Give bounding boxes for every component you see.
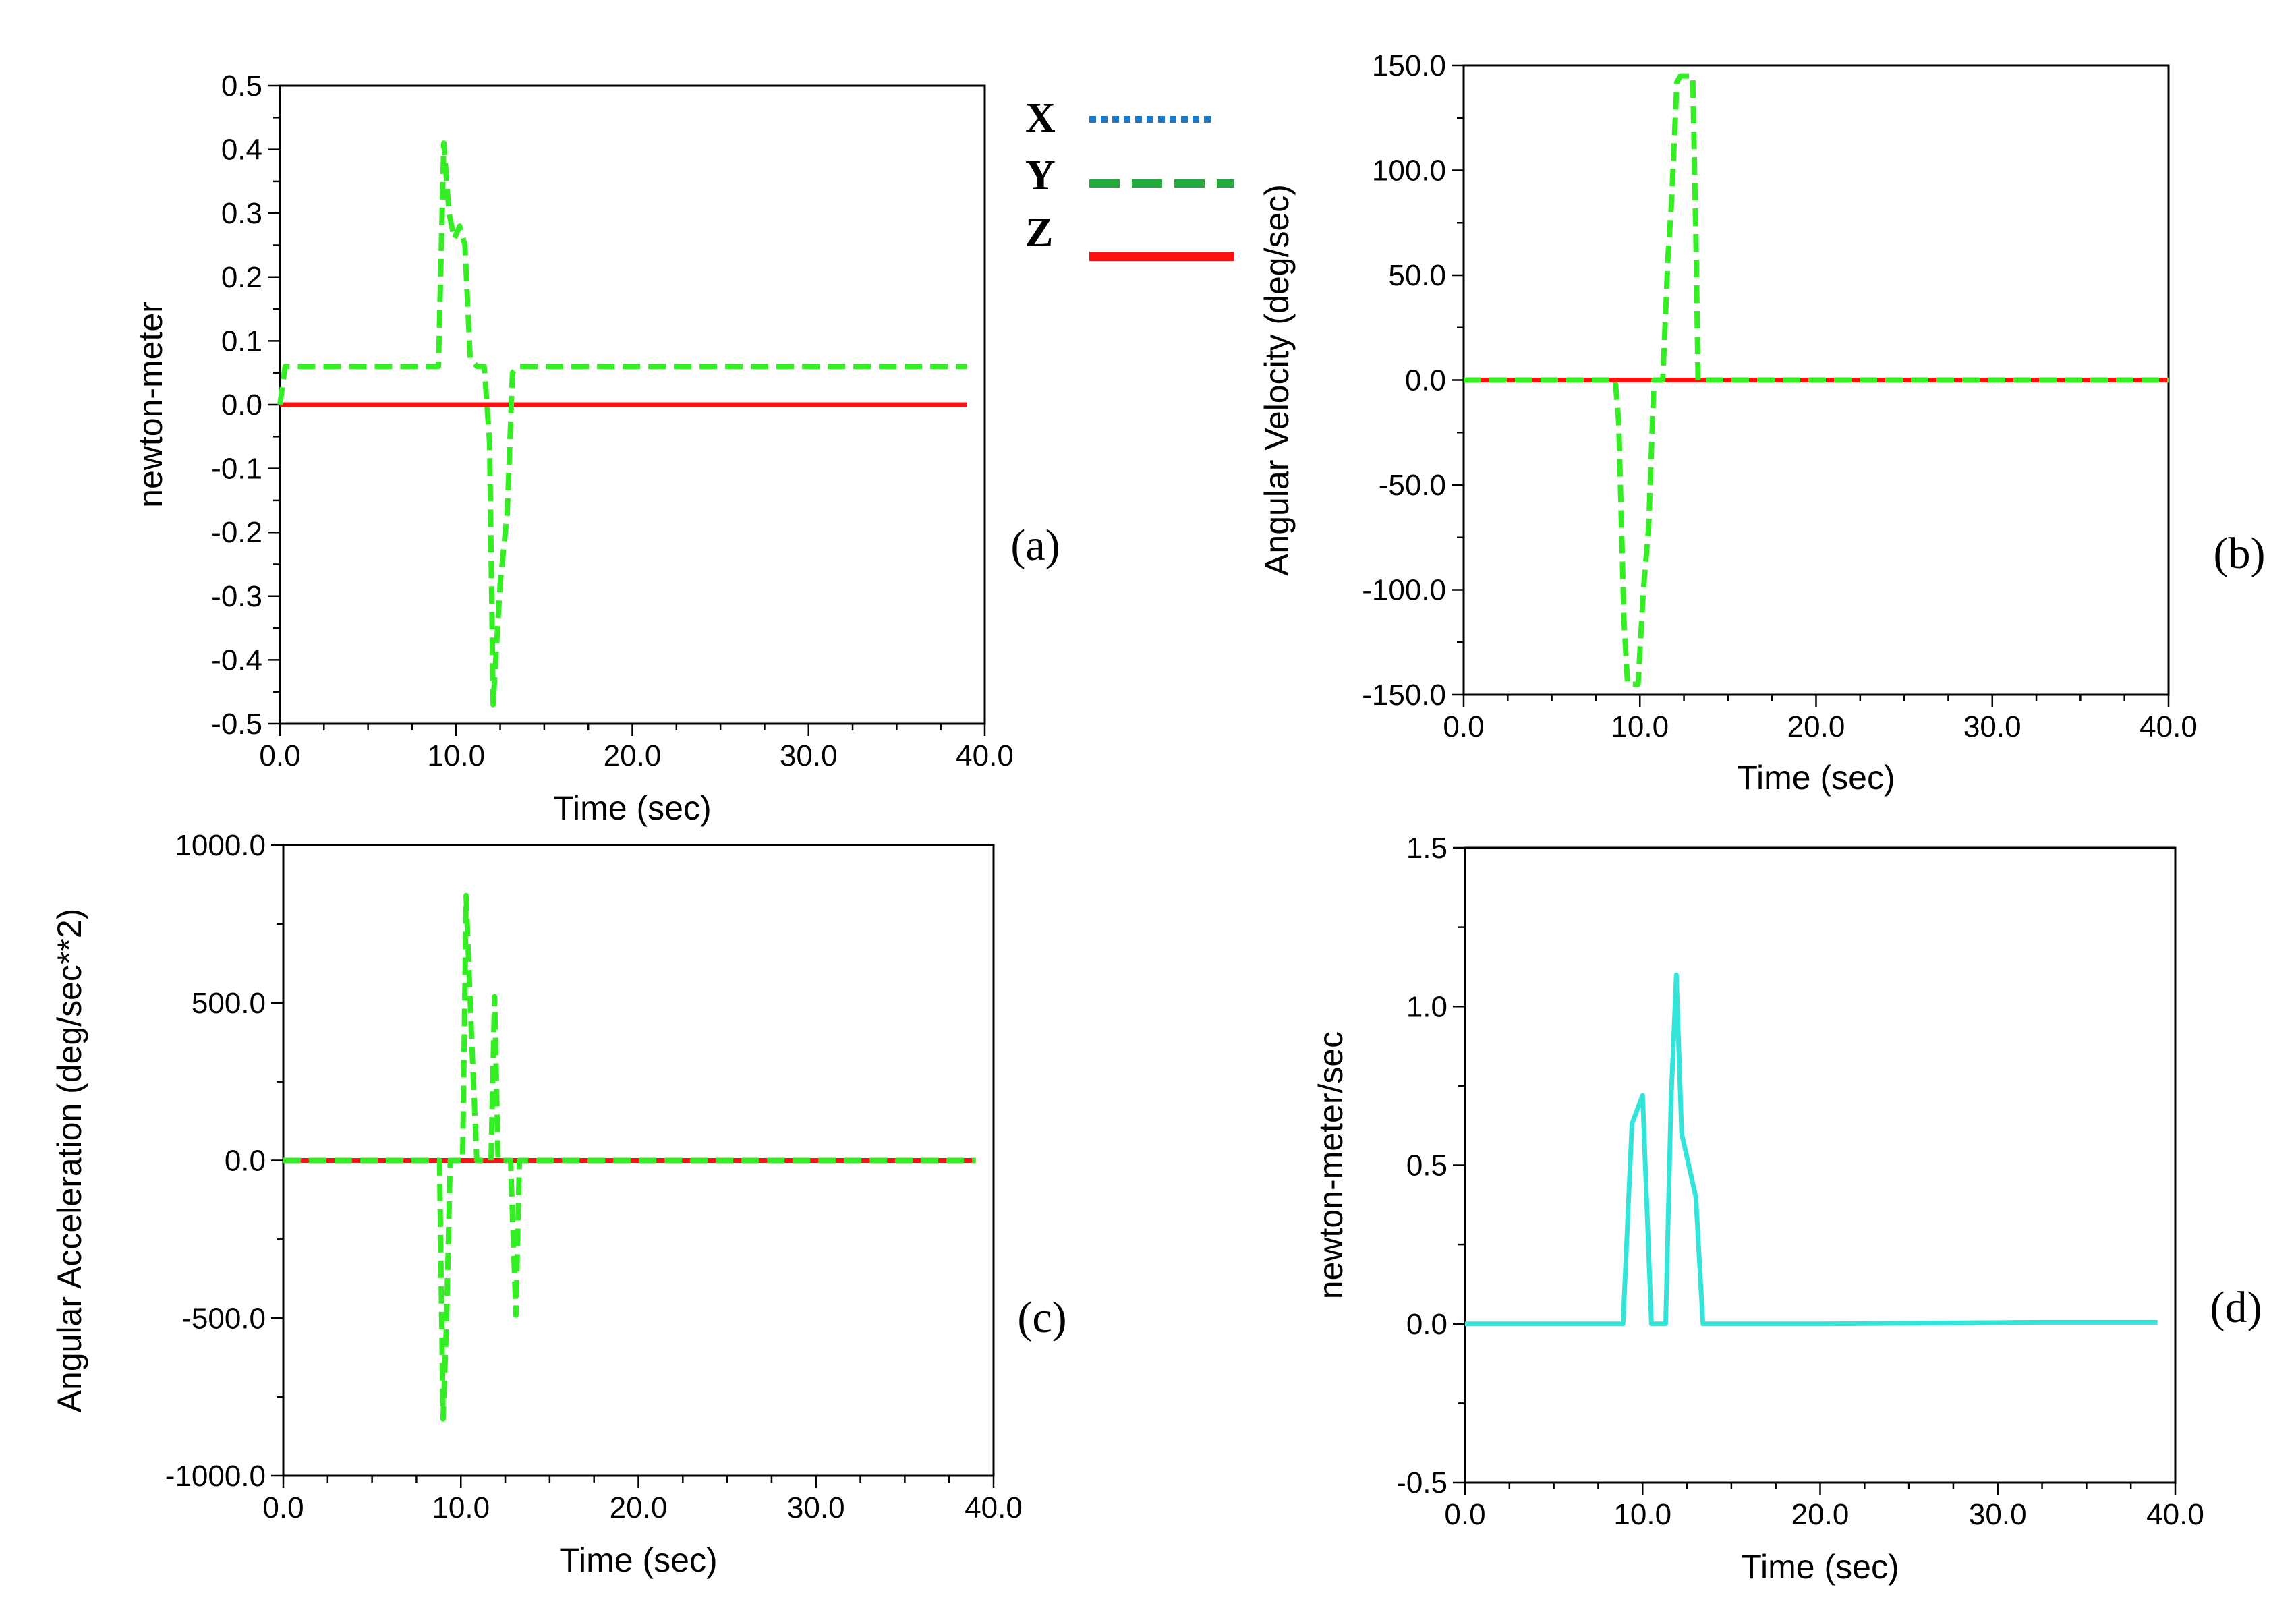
y-tick-label: 0.0 <box>1406 1308 1447 1341</box>
chart-d: 0.0 10.0 20.0 30.0 40.0-0.50.00.51.01.5Time … <box>1312 832 2262 1586</box>
y-tick-label: 500.0 <box>192 987 266 1020</box>
x-tick-label: 20.0 <box>1787 710 1845 743</box>
x-tick-label: 0.0 <box>1443 710 1484 743</box>
x-tick-label: 30.0 <box>1969 1498 2027 1531</box>
y-tick-label: 150.0 <box>1372 49 1446 82</box>
y-tick-label: -0.5 <box>1396 1466 1447 1499</box>
y-tick-label: 0.4 <box>221 134 262 167</box>
y-tick-label: 50.0 <box>1388 259 1446 292</box>
chart-panels: 0.0 10.0 20.0 30.0 40.0 -0.5 -0.4 -0.3 -0.2 -0.1 0… <box>51 49 2265 1586</box>
chart-b: 0.0 10.0 20.0 30.0 40.0 -150.0 -100.0 -50.0 0.0 5… <box>1258 49 2265 797</box>
y-axis-label: Angular Acceleration (deg/sec**2) <box>51 909 88 1413</box>
y-tick-label: 0.0 <box>1405 364 1446 397</box>
x-tick-label: 20.0 <box>1791 1498 1849 1531</box>
plot-frame-d <box>1464 846 2177 1484</box>
x-tick-label: 30.0 <box>1963 710 2021 743</box>
x-axis-label: Time (sec) <box>1737 759 1895 797</box>
x-tick-label: 10.0 <box>432 1491 490 1524</box>
y-axis-label: newton-meter/sec <box>1312 1031 1350 1299</box>
x-tick-label: 30.0 <box>787 1491 845 1524</box>
x-tick-label: 30.0 <box>780 739 838 772</box>
y-tick-label: 1.0 <box>1406 990 1447 1023</box>
y-tick-label: -50.0 <box>1379 469 1446 502</box>
y-tick-label: -150.0 <box>1362 679 1446 712</box>
y-axis-label: newton-meter <box>132 302 169 508</box>
y-tick-label: -0.4 <box>211 643 262 677</box>
y-tick-label: 0.3 <box>221 197 262 230</box>
series-line-main-d <box>1465 972 2158 1327</box>
chart-a: 0.0 10.0 20.0 30.0 40.0 -0.5 -0.4 -0.3 -0.2 -0.1 0… <box>132 69 1060 827</box>
y-tick-label: 0.5 <box>221 69 262 103</box>
x-tick-label: 40.0 <box>956 739 1014 772</box>
y-tick-label: -1000.0 <box>165 1460 266 1493</box>
panel-label-d: (d) <box>2210 1283 2262 1332</box>
x-tick-label: 0.0 <box>262 1491 304 1524</box>
panel-label-a: (a) <box>1010 521 1060 570</box>
legend-label-y: Y <box>1025 152 1056 198</box>
panel-label-b: (b) <box>2214 529 2266 578</box>
legend-label-z: Z <box>1025 210 1053 256</box>
x-tick-label: 40.0 <box>965 1491 1023 1524</box>
x-tick-label: 0.0 <box>1444 1498 1485 1531</box>
y-tick-label: 0.0 <box>221 389 262 422</box>
x-tick-label: 10.0 <box>1613 1498 1671 1531</box>
x-tick-label: 40.0 <box>2146 1498 2204 1531</box>
y-tick-label: 100.0 <box>1372 154 1446 188</box>
y-tick-label: -100.0 <box>1362 574 1446 607</box>
y-tick-label: -0.5 <box>211 708 262 741</box>
x-tick-label: 40.0 <box>2140 710 2198 743</box>
x-axis-label: Time (sec) <box>553 789 711 827</box>
x-tick-label: 10.0 <box>1611 710 1669 743</box>
legend: X Y Z <box>1025 95 1234 261</box>
y-tick-label: 0.0 <box>225 1145 266 1178</box>
y-axis-label: Angular Velocity (deg/sec) <box>1258 184 1296 576</box>
x-tick-label: 20.0 <box>610 1491 668 1524</box>
y-tick-label: -0.2 <box>211 516 262 549</box>
x-axis-label: Time (sec) <box>559 1541 717 1579</box>
y-tick-label: 1000.0 <box>175 829 266 862</box>
chart-c: 0.0 10.0 20.0 30.0 40.0 -1000.0 -500.0 0.0 500.0… <box>51 829 1067 1579</box>
y-tick-label: -0.3 <box>211 580 262 613</box>
x-tick-label: 0.0 <box>259 739 300 772</box>
y-tick-label: 0.1 <box>221 324 262 357</box>
y-tick-label: -500.0 <box>181 1302 266 1335</box>
y-tick-label: -0.1 <box>211 453 262 486</box>
x-tick-label: 10.0 <box>427 739 485 772</box>
y-tick-label: 0.5 <box>1406 1149 1447 1182</box>
legend-label-x: X <box>1025 95 1056 141</box>
x-tick-label: 20.0 <box>604 739 662 772</box>
series-line-y-c <box>283 892 976 1422</box>
y-tick-label: 0.2 <box>221 261 262 294</box>
panel-label-c: (c) <box>1017 1293 1066 1342</box>
series-line-y-a <box>277 140 967 708</box>
y-tick-label: 1.5 <box>1406 832 1447 865</box>
x-axis-label: Time (sec) <box>1741 1548 1899 1586</box>
